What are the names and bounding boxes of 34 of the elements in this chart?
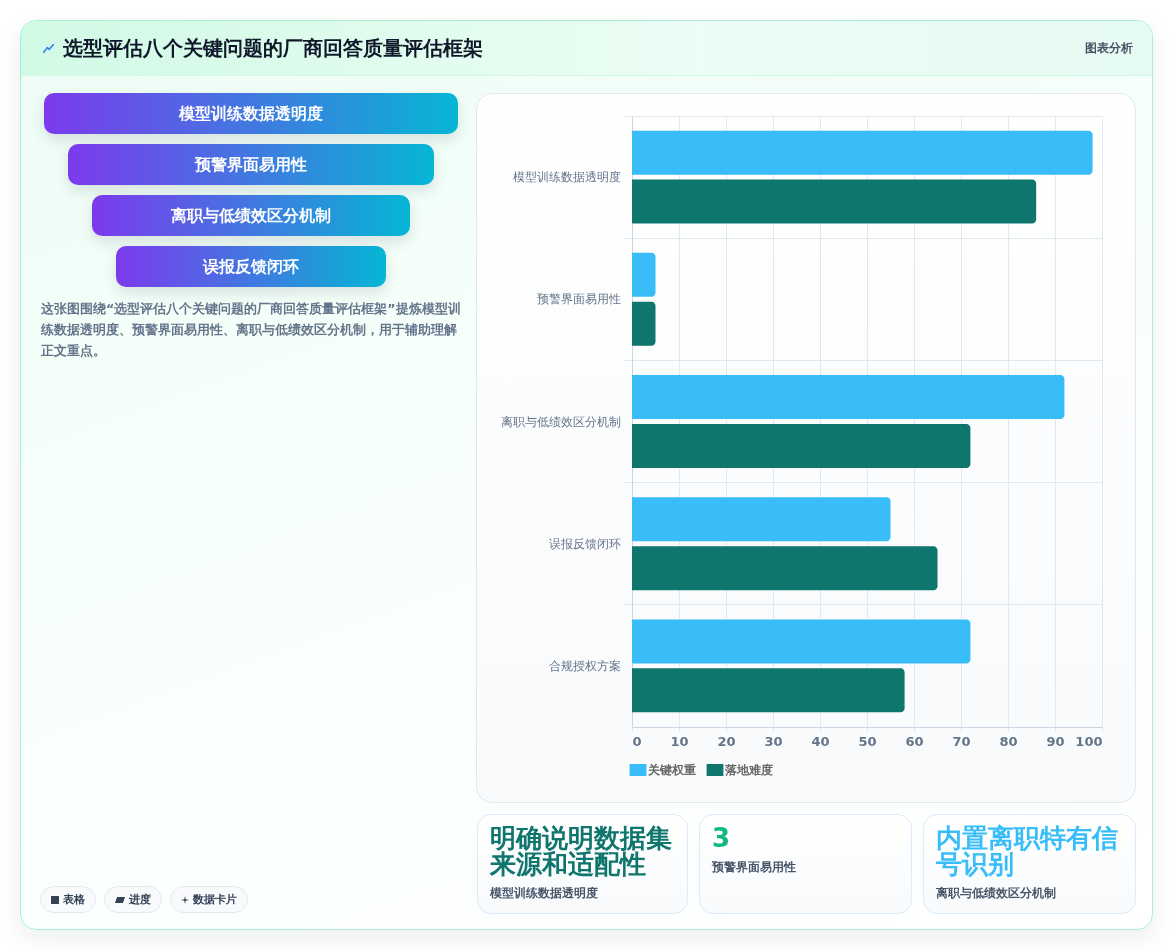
legend-label: 关键权重 [647,763,696,777]
text: 图表分析 [1085,40,1133,57]
x-tick-label: 20 [717,733,736,749]
x-tick-label: 0 [632,733,642,749]
x-tick-label: 50 [858,733,877,749]
x-tick-label: 10 [670,733,689,749]
y-tick-label: 离职与低绩效区分机制 [500,414,621,429]
text: 内置离职特有信号识别 [936,823,1119,879]
text: 明确说明数据集来源和适配性 [490,823,673,879]
y-tick-label: 模型训练数据透明度 [512,170,621,185]
text: 预警界面易用性 [712,859,797,876]
x-tick-label: 100 [1075,733,1103,749]
category-label: 误报反馈闭环 [116,246,386,287]
y-tick-label: 合规授权方案 [548,658,621,673]
y-tick-label: 预警界面易用性 [536,292,621,307]
x-tick-label: 90 [1046,733,1065,749]
text: 3 [712,823,732,853]
y-tick-label: 误报反馈闭环 [548,536,621,551]
text: 表格 [63,892,85,907]
category-label: 预警界面易用性 [68,144,434,185]
x-tick-label: 40 [811,733,830,749]
text: 进度 [129,892,151,907]
legend-label: 落地难度 [724,763,773,777]
x-tick-label: 80 [999,733,1018,749]
text: 选型评估八个关键问题的厂商回答质量评估框架 [63,35,483,62]
text: 离职与低绩效区分机制 [936,885,1057,902]
category-label: 模型训练数据透明度 [44,93,458,134]
x-tick-label: 60 [905,733,924,749]
text: 模型训练数据透明度 [490,885,599,902]
category-label: 离职与低绩效区分机制 [92,195,410,236]
x-tick-label: 70 [952,733,971,749]
x-tick-label: 30 [764,733,783,749]
text: 这张图围绕“选型评估八个关键问题的厂商回答质量评估框架”提炼模型训练数据透明度、预警界面易用性、离职与低绩效区分机制，用于辅助理解正文重点。 [41,300,461,360]
text: 数据卡片 [193,892,237,907]
